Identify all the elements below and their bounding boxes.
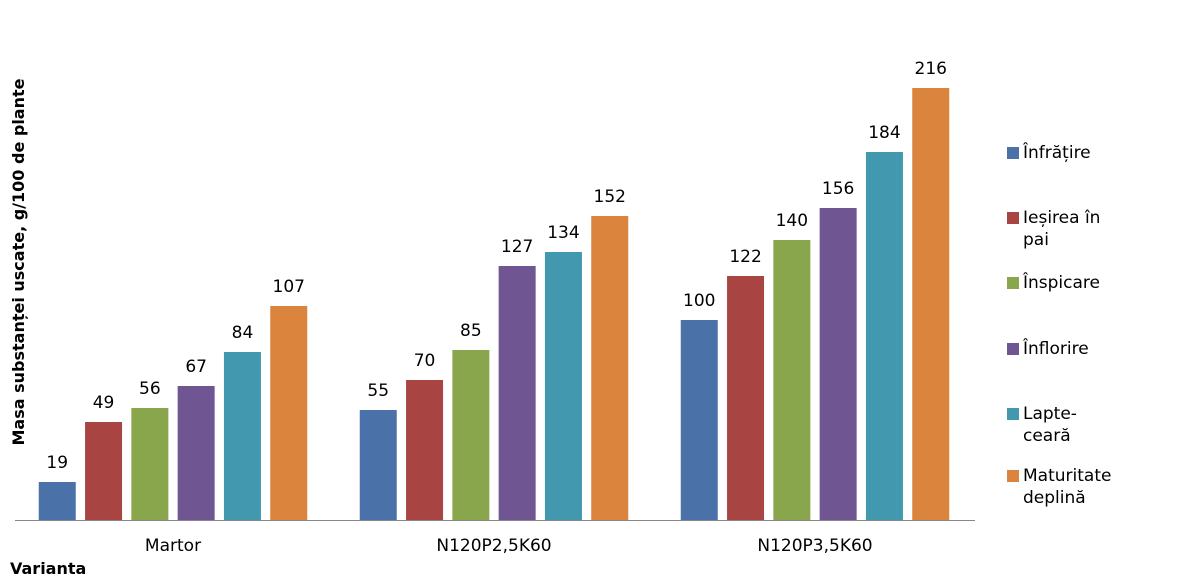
bar	[38, 482, 76, 520]
legend-swatch	[1007, 408, 1019, 420]
data-label: 56	[139, 379, 161, 399]
data-label: 152	[594, 187, 626, 207]
bar	[912, 88, 950, 520]
legend-label: Înspicare	[1023, 273, 1100, 293]
x-tick-label: Martor	[145, 536, 201, 556]
x-axis-label: Varianta	[10, 559, 86, 578]
legend-swatch	[1007, 212, 1019, 224]
legend-label: Lapte-ceară	[1023, 404, 1077, 446]
legend-swatch	[1007, 470, 1019, 482]
legend-label: Înfrățire	[1023, 143, 1091, 163]
legend-swatch	[1007, 343, 1019, 355]
legend-item: Înspicare	[1007, 272, 1182, 294]
data-label: 127	[501, 237, 533, 257]
x-tick-label: N120P2,5K60	[436, 536, 551, 556]
y-axis-label: Masa substanței uscate, g/100 de plante	[9, 78, 28, 445]
bar	[544, 252, 582, 520]
bar	[865, 152, 903, 520]
data-label: 85	[460, 321, 482, 341]
data-label: 67	[185, 357, 207, 377]
legend-swatch	[1007, 147, 1019, 159]
x-tick-label: N120P3,5K60	[757, 536, 872, 556]
bar	[406, 380, 444, 520]
bar	[680, 320, 718, 520]
data-label: 84	[232, 323, 254, 343]
bar	[270, 306, 308, 520]
bar	[452, 350, 490, 520]
chart: Masa substanței uscate, g/100 de plante …	[9, 59, 975, 578]
legend-item: Înfrățire	[1007, 142, 1182, 164]
legend-label: Ieșirea în pai	[1023, 208, 1101, 250]
bar	[223, 352, 261, 520]
data-label: 216	[915, 59, 947, 79]
data-label: 140	[776, 211, 808, 231]
bar	[131, 408, 169, 520]
legend-label: Maturitate deplină	[1023, 466, 1112, 508]
bar	[819, 208, 857, 520]
data-label: 70	[414, 351, 436, 371]
data-label: 184	[868, 123, 900, 143]
legend-item: Ieșirea în pai	[1007, 207, 1182, 251]
data-label: 19	[46, 453, 68, 473]
data-label: 156	[822, 179, 854, 199]
legend-item: Lapte-ceară	[1007, 403, 1182, 447]
data-label: 100	[683, 291, 715, 311]
bar	[85, 422, 123, 520]
bar	[498, 266, 536, 520]
bar	[359, 410, 397, 520]
data-label: 122	[729, 247, 761, 267]
bar	[773, 240, 811, 520]
bar	[177, 386, 215, 520]
data-label: 49	[93, 393, 115, 413]
bar	[727, 276, 765, 520]
data-label: 134	[547, 223, 579, 243]
legend-label: Înflorire	[1023, 339, 1089, 359]
legend-swatch	[1007, 277, 1019, 289]
data-label: 55	[367, 381, 389, 401]
legend-item: Maturitate deplină	[1007, 465, 1182, 509]
bar	[591, 216, 629, 520]
data-label: 107	[273, 277, 305, 297]
legend-item: Înflorire	[1007, 338, 1182, 360]
